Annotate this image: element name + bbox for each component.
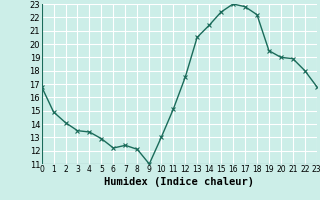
X-axis label: Humidex (Indice chaleur): Humidex (Indice chaleur) <box>104 177 254 187</box>
